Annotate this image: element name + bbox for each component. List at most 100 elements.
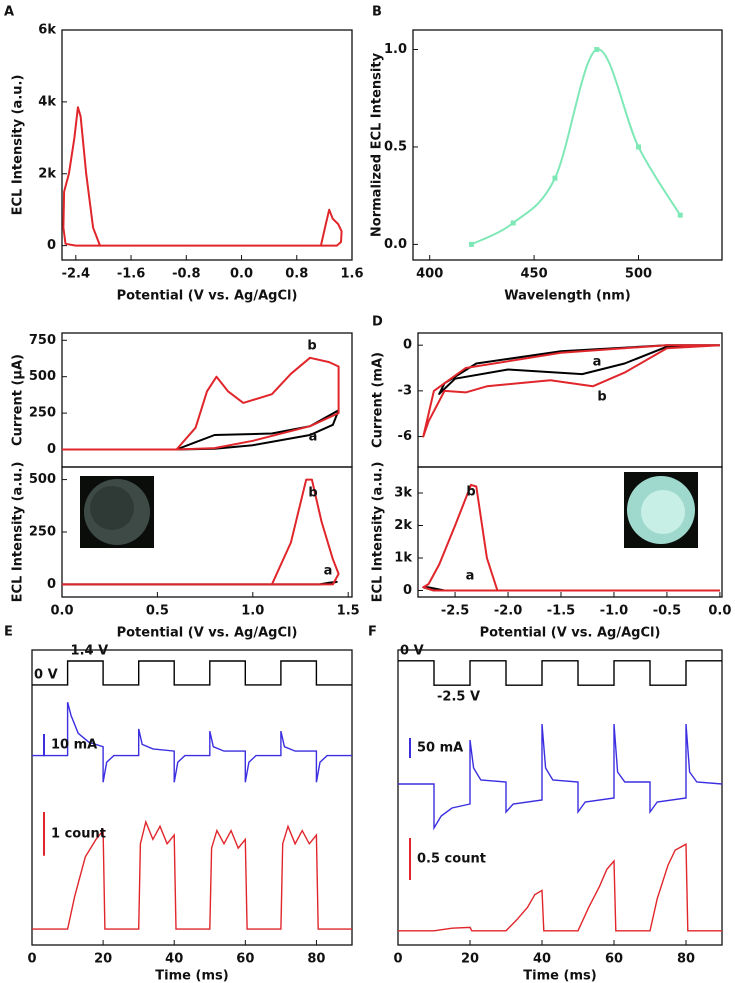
plot-frame (31, 649, 353, 946)
y-tick-label: 250 (29, 406, 56, 421)
marker (677, 212, 683, 218)
y-tick-label: 6k (38, 23, 56, 38)
y-axis-label: ECL Intensity (a.u.) (11, 462, 26, 603)
series-label: b (466, 485, 475, 500)
x-axis-label: Potential (V vs. Ag/AgCl) (480, 626, 661, 641)
plot-frame (397, 649, 723, 946)
x-tick-label: -2.4 (62, 267, 90, 282)
series-line (62, 106, 343, 247)
trace-line (32, 702, 352, 783)
x-axis-label: Time (ms) (155, 969, 228, 983)
y-tick-label: 0.5 (384, 139, 407, 154)
x-tick-label: 0 (393, 952, 402, 967)
inset-photo-d (624, 472, 698, 548)
x-tick-label: -1.5 (547, 604, 575, 619)
series-label: b (597, 390, 606, 405)
x-axis-label: Wavelength (nm) (504, 289, 630, 304)
x-tick-label: -1.6 (117, 267, 145, 282)
y-tick-label: 3k (394, 486, 412, 501)
scale-bar-label: 50 mA (417, 741, 463, 756)
x-tick-label: -1.0 (600, 604, 628, 619)
marker (635, 144, 641, 150)
y-tick-label: 0 (47, 442, 56, 457)
x-tick-label: 0 (27, 952, 36, 967)
x-axis-label: Time (ms) (523, 969, 596, 983)
y-axis-label: Normalized ECL Intensity (370, 52, 385, 237)
x-tick-label: 60 (605, 952, 623, 967)
series-line (422, 483, 720, 592)
panel-letter: E (4, 625, 13, 640)
level-label: 1.4 V (71, 643, 109, 658)
series-line (422, 344, 720, 438)
x-tick-label: 0.0 (230, 267, 253, 282)
series-label: b (308, 486, 317, 501)
y-tick-label: 2k (394, 518, 412, 533)
y-tick-label: 2k (38, 166, 56, 181)
x-tick-label: -0.8 (172, 267, 200, 282)
x-axis-label: Potential (V vs. Ag/AgCl) (117, 289, 298, 304)
level-label: 0 V (34, 667, 58, 682)
trace-line (32, 660, 352, 686)
y-tick-label: 0 (47, 238, 56, 253)
x-tick-label: 500 (625, 267, 652, 282)
x-tick-label: 450 (521, 267, 548, 282)
y-tick-label: 500 (29, 472, 56, 487)
scale-bar-label: 10 mA (51, 738, 97, 753)
x-tick-label: 80 (307, 952, 325, 967)
x-tick-label: 20 (461, 952, 479, 967)
y-tick-label: 0 (403, 583, 412, 598)
x-tick-label: 1.0 (241, 604, 264, 619)
marker (468, 241, 474, 247)
y-tick-label: 0.0 (384, 237, 407, 252)
y-tick-label: 750 (29, 333, 56, 348)
plot-frame (61, 29, 353, 261)
series-line (62, 409, 340, 451)
scale-bar-label: 0.5 count (417, 852, 486, 867)
panel-letter: B (372, 5, 382, 20)
x-tick-label: 1.5 (337, 604, 360, 619)
plot-frame (417, 466, 723, 598)
marker (594, 46, 600, 52)
x-tick-label: 40 (165, 952, 183, 967)
y-tick-label: 4k (38, 94, 56, 109)
series-label: a (324, 564, 333, 579)
y-axis-label: Current (μA) (11, 354, 26, 446)
y-axis-label: Current (mA) (371, 352, 386, 448)
x-tick-label: 0.8 (285, 267, 308, 282)
x-tick-label: 0.5 (146, 604, 169, 619)
y-tick-label: -3 (398, 383, 412, 398)
inset-photo-c (80, 476, 154, 548)
y-tick-label: 0 (403, 338, 412, 353)
trace-line (398, 660, 722, 686)
y-tick-label: 0 (47, 577, 56, 592)
y-axis-label: ECL Intensity (a.u.) (11, 75, 26, 216)
series-line (62, 478, 340, 586)
y-axis-label: ECL Intensity (a.u.) (371, 462, 386, 603)
x-tick-label: 400 (416, 267, 443, 282)
x-tick-label: 0.0 (50, 604, 73, 619)
panel-letter: F (368, 625, 377, 640)
series-label: a (309, 430, 318, 445)
series-line (62, 356, 340, 451)
x-tick-label: 20 (94, 952, 112, 967)
y-tick-label: 1.0 (384, 42, 407, 57)
y-tick-label: -6 (398, 429, 412, 444)
x-tick-label: 80 (677, 952, 695, 967)
marker (510, 220, 516, 226)
x-axis-label: Potential (V vs. Ag/AgCl) (117, 626, 298, 641)
panel-letter: A (4, 5, 14, 20)
y-tick-label: 1k (394, 551, 412, 566)
x-tick-label: -2.0 (494, 604, 522, 619)
series-line (471, 48, 682, 246)
y-tick-label: 250 (29, 525, 56, 540)
x-tick-label: 1.6 (340, 267, 363, 282)
series-label: a (593, 355, 602, 370)
trace-line (32, 819, 352, 930)
trace-line (398, 723, 723, 831)
x-tick-label: -0.5 (653, 604, 681, 619)
scale-bar-label: 1 count (51, 826, 106, 841)
series-label: a (466, 569, 475, 584)
panel-letter: D (372, 315, 383, 330)
marker (552, 175, 558, 181)
